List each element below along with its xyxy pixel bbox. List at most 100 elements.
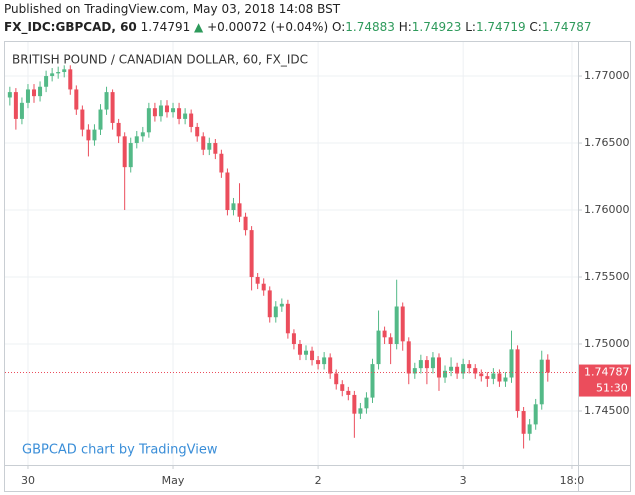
candle-body (201, 136, 206, 150)
candle-body (304, 350, 309, 355)
candle-body (521, 411, 526, 434)
candle-body (382, 330, 387, 338)
y-tick-label: 1.75000 (584, 337, 630, 350)
candle-body (195, 126, 200, 137)
candle-body (116, 122, 121, 137)
last-price-label: 1.74787 (584, 366, 630, 379)
candle-body (104, 92, 109, 110)
candle-body (400, 306, 405, 342)
candle-body (7, 92, 12, 98)
candle-body (177, 108, 182, 119)
x-tick-label: 3 (460, 474, 467, 487)
candle-body (316, 360, 321, 365)
candle-body (406, 341, 411, 374)
symbol: FX_IDC:GBPCAD, 60 (4, 20, 137, 34)
chart-frame (4, 41, 631, 492)
candle-body (467, 364, 472, 369)
up-arrow: ▲ (194, 20, 204, 34)
h-value: 1.74923 (411, 20, 462, 34)
candle-body (328, 357, 333, 374)
change: +0.00072 (+0.04%) (207, 20, 329, 34)
candle-body (225, 172, 230, 211)
candle-body (322, 357, 327, 365)
countdown: 51:30 (596, 382, 628, 395)
candle-body (207, 143, 212, 150)
candle-body (86, 129, 91, 141)
candle-body (455, 366, 460, 374)
candle-body (261, 283, 266, 291)
candle-body (388, 337, 393, 345)
candle-body (13, 92, 18, 119)
candle-body (255, 277, 260, 284)
y-tick-label: 1.76000 (584, 203, 630, 216)
candle-body (449, 366, 454, 371)
candle-body (213, 143, 218, 154)
candle-body (418, 360, 423, 369)
candle-body (358, 408, 363, 414)
candle-body (140, 132, 145, 137)
candle-body (491, 373, 496, 379)
x-tick-label: May (162, 474, 185, 487)
candle-body (74, 89, 79, 110)
candle-body (291, 333, 296, 345)
candle-body (479, 373, 484, 377)
y-tick-label: 1.75500 (584, 270, 630, 283)
x-tick-label: 18:0 (560, 474, 585, 487)
candle-body (370, 364, 375, 398)
candle-body (267, 290, 272, 318)
header: Published on TradingView.com, May 03, 20… (4, 0, 591, 36)
candle-body (98, 109, 103, 130)
candle-body (80, 109, 85, 130)
l-label: L: (465, 20, 476, 34)
candle-body (412, 368, 417, 374)
candle-body (285, 303, 290, 334)
candle-body (364, 397, 369, 409)
c-label: C: (529, 20, 542, 34)
candle-body (19, 102, 24, 119)
candle-body (32, 89, 37, 97)
candle-body (473, 368, 478, 374)
candle-body (527, 424, 532, 434)
last: 1.74791 (140, 20, 191, 34)
y-tick-label: 1.76500 (584, 136, 630, 149)
candle-body (340, 384, 345, 391)
candle-body (152, 108, 157, 117)
candle-body (122, 136, 127, 168)
candle-body (297, 344, 302, 355)
o-label: O: (331, 20, 346, 34)
candle-body (44, 76, 49, 87)
candle-body (485, 376, 490, 379)
candle-body (219, 153, 224, 173)
l-value: 1.74719 (475, 20, 526, 34)
candle-body (533, 404, 538, 425)
chart-title: BRITISH POUND / CANADIAN DOLLAR, 60, FX_… (12, 53, 308, 67)
candle-body (189, 113, 194, 127)
candle-body (503, 377, 508, 382)
quote-line: FX_IDC:GBPCAD, 60 1.74791 ▲ +0.00072 (+0… (4, 18, 591, 36)
candle-body (50, 73, 55, 77)
x-tick-label: 30 (21, 474, 35, 487)
candle-body (38, 86, 43, 97)
candle-body (146, 108, 151, 133)
candle-body (430, 357, 435, 369)
candle-body (497, 373, 502, 382)
candle-body (352, 394, 357, 414)
candle-body (436, 357, 441, 378)
published: Published on TradingView.com, May 03, 20… (4, 2, 341, 16)
candle-body (334, 373, 339, 385)
candle-body (346, 390, 351, 395)
last-price-box (579, 364, 631, 397)
candle-body (183, 113, 188, 119)
y-tick-label: 1.74500 (584, 404, 630, 417)
candle-body (134, 136, 139, 144)
candle-body (279, 303, 284, 307)
candle-body (515, 349, 520, 412)
candle-body (128, 143, 133, 168)
candle-body (231, 203, 236, 211)
candle-body (443, 370, 448, 378)
candle-body (539, 359, 544, 405)
candle-body (376, 330, 381, 365)
candle-body (249, 230, 254, 278)
